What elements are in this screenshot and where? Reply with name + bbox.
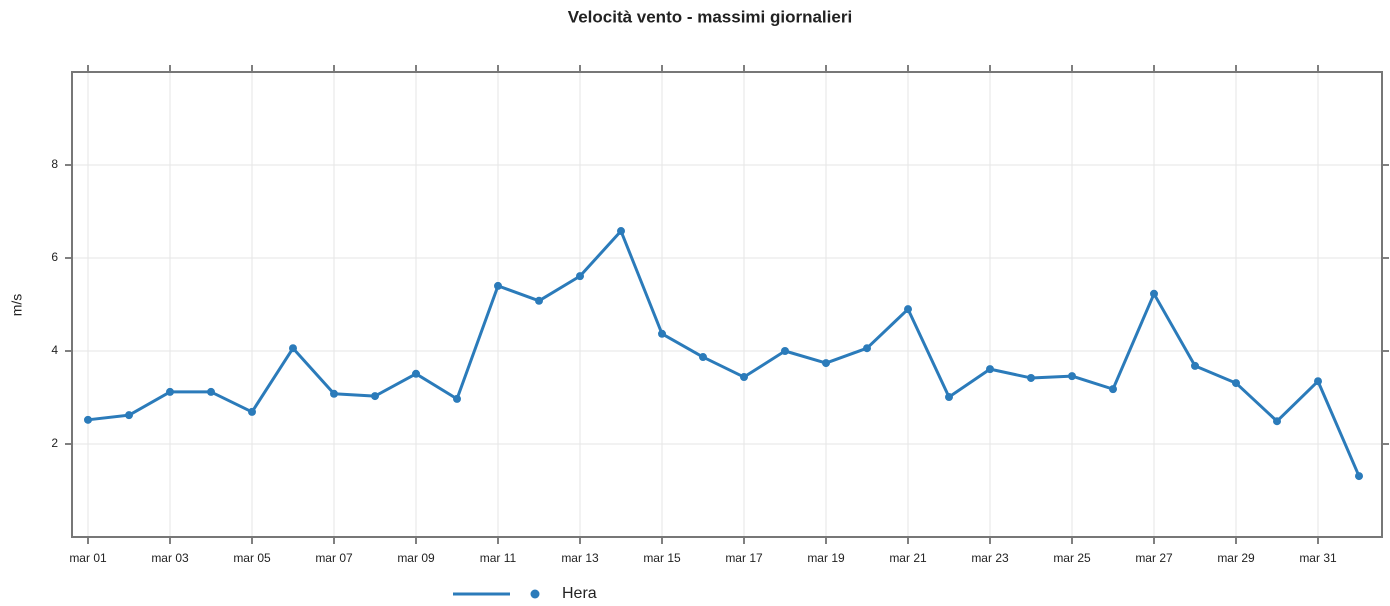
point bbox=[576, 272, 584, 281]
point bbox=[1068, 372, 1076, 381]
point bbox=[740, 373, 748, 382]
x-tick-label: mar 29 bbox=[1217, 551, 1255, 565]
x-tick-label: mar 11 bbox=[480, 551, 517, 565]
x-tick-label: mar 27 bbox=[1135, 551, 1173, 565]
point bbox=[1355, 472, 1363, 481]
point bbox=[1109, 385, 1117, 394]
legend-label: Hera bbox=[562, 585, 597, 602]
y-tick-label: 2 bbox=[51, 436, 58, 450]
x-tick-label: mar 23 bbox=[971, 551, 1009, 565]
point bbox=[699, 353, 707, 362]
point bbox=[453, 394, 461, 403]
point bbox=[330, 389, 338, 398]
x-tick-label: mar 09 bbox=[397, 551, 435, 565]
point bbox=[1232, 379, 1240, 388]
point bbox=[658, 329, 666, 338]
point bbox=[166, 387, 174, 396]
point bbox=[945, 393, 953, 402]
point bbox=[986, 365, 994, 374]
point bbox=[617, 227, 625, 236]
x-tick-label: mar 19 bbox=[807, 551, 845, 565]
x-tick-label: mar 15 bbox=[643, 551, 681, 565]
point bbox=[412, 369, 420, 378]
point bbox=[371, 392, 379, 401]
line bbox=[87, 229, 1361, 477]
x-tick-label: mar 17 bbox=[725, 551, 763, 565]
point bbox=[1314, 377, 1322, 386]
x-tick-label: mar 07 bbox=[315, 551, 353, 565]
y-axis-label: m/s bbox=[9, 294, 25, 317]
point bbox=[289, 344, 297, 353]
chart-title: Velocità vento - massimi giornalieri bbox=[568, 7, 852, 26]
x-tick-label: mar 31 bbox=[1299, 551, 1337, 565]
x-tick-label: mar 25 bbox=[1053, 551, 1091, 565]
point bbox=[904, 305, 912, 314]
point bbox=[1191, 361, 1199, 370]
y-tick-label: 8 bbox=[51, 157, 58, 171]
point bbox=[822, 359, 830, 368]
point bbox=[207, 387, 215, 396]
y-tick-label: 4 bbox=[51, 343, 58, 357]
point bbox=[1027, 373, 1035, 382]
plot-frame bbox=[71, 71, 1383, 538]
point bbox=[535, 296, 543, 305]
point bbox=[248, 407, 256, 416]
x-tick-label: mar 05 bbox=[233, 551, 271, 565]
y-tick-label: 6 bbox=[51, 250, 58, 264]
x-tick-label: mar 03 bbox=[151, 551, 189, 565]
x-tick-label: mar 21 bbox=[889, 551, 927, 565]
point bbox=[84, 415, 92, 424]
point bbox=[125, 411, 133, 420]
x-tick-label: mar 13 bbox=[561, 551, 599, 565]
legend-marker bbox=[530, 589, 540, 599]
point bbox=[1150, 289, 1158, 298]
point bbox=[1273, 417, 1281, 426]
x-tick-label: mar 01 bbox=[69, 551, 107, 565]
point bbox=[781, 347, 789, 355]
point bbox=[494, 281, 502, 290]
point bbox=[863, 344, 871, 353]
